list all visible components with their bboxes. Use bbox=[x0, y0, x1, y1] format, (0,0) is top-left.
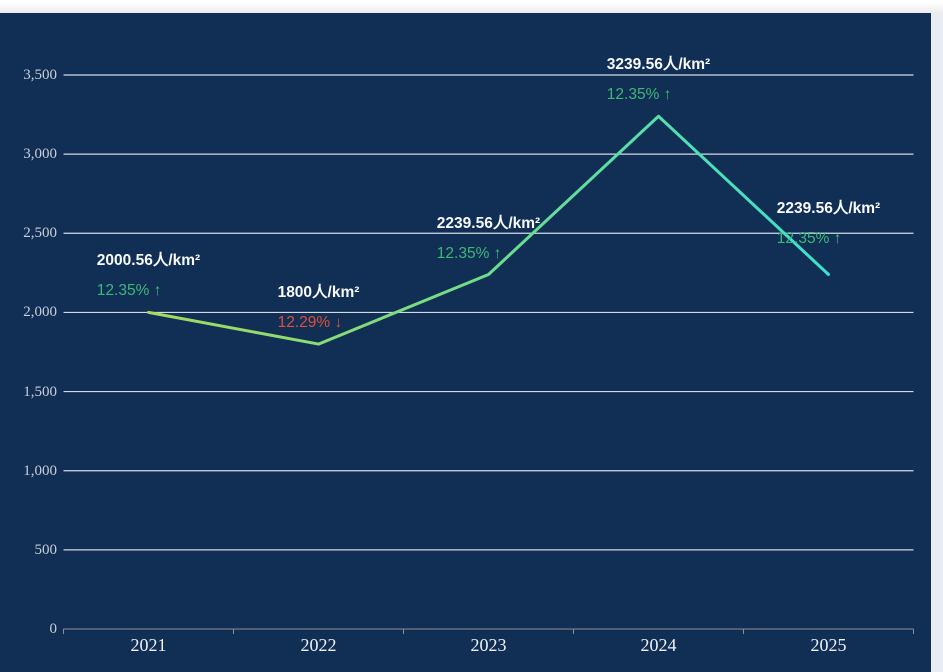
chart-card: 0 500 1,000 1,500 2,000 2,500 3,000 3,500 2021 20… bbox=[0, 13, 931, 672]
population-density-line-chart bbox=[63, 74, 914, 634]
scrollbar-track[interactable] bbox=[931, 13, 943, 672]
density-series-line bbox=[147, 114, 830, 346]
top-bar bbox=[0, 0, 943, 13]
